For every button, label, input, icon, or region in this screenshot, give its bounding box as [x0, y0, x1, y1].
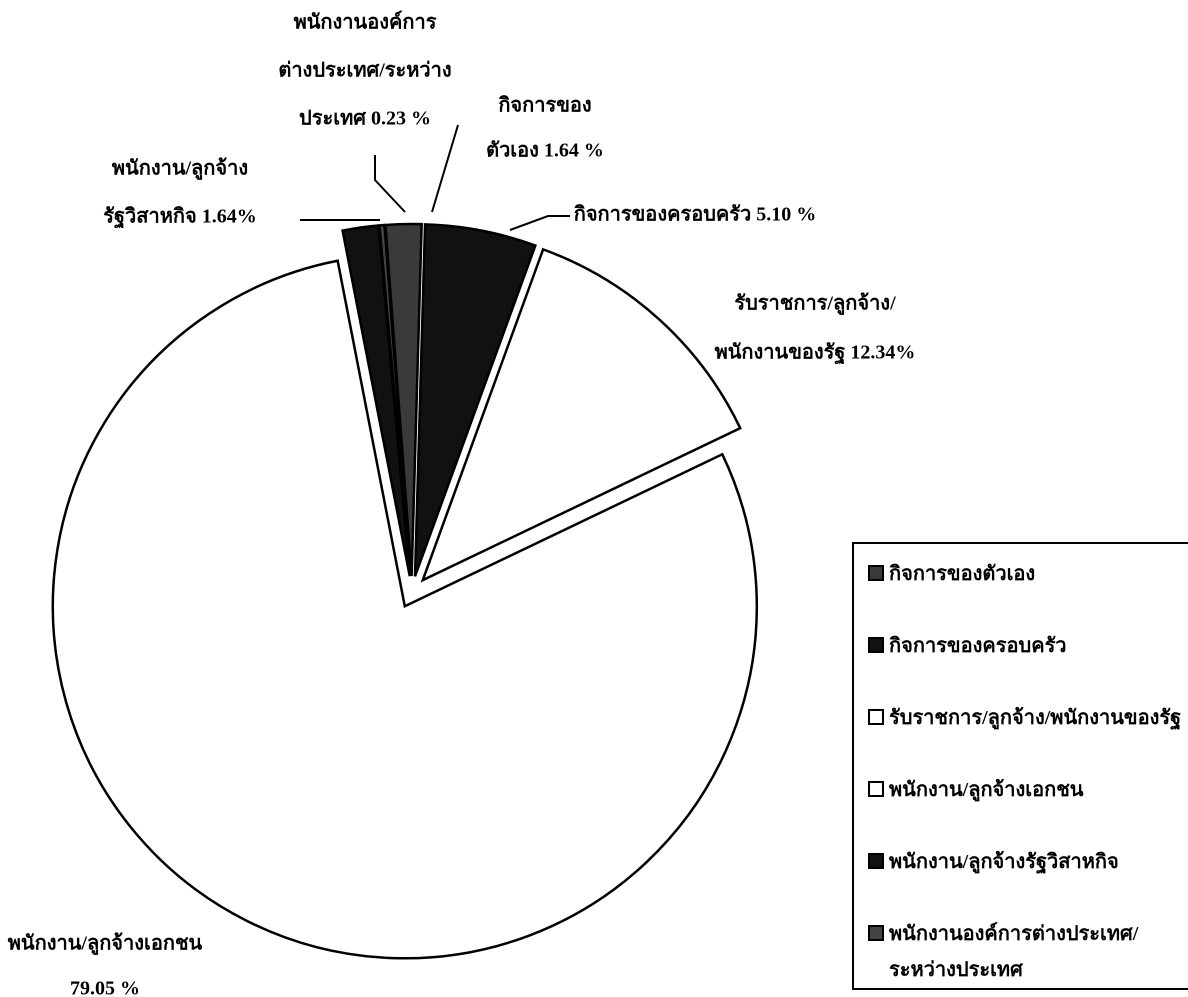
leader-line	[510, 216, 570, 230]
legend-swatch	[868, 853, 884, 869]
legend-label: กิจการของครอบครัว	[889, 628, 1067, 664]
leader-line	[375, 155, 405, 212]
data-label: พนักงานของรัฐ 12.34%	[715, 342, 916, 366]
legend-swatch	[868, 781, 884, 797]
legend-label: พนักงาน/ลูกจ้างเอกชน	[889, 772, 1083, 808]
legend-label: กิจการของตัวเอง	[889, 556, 1035, 592]
data-label: กิจการของ	[498, 95, 591, 117]
data-label: ตัวเอง 1.64 %	[486, 140, 604, 162]
legend-label: พนักงาน/ลูกจ้างรัฐวิสาหกิจ	[889, 844, 1119, 880]
page: กิจการของตัวเอง 1.64 % กิจการของครอบครัว …	[0, 0, 1188, 997]
legend-item: พนักงานองค์การต่างประเทศ/ ระหว่างประเทศ	[868, 916, 1138, 988]
data-label: กิจการของครอบครัว 5.10 %	[574, 204, 817, 226]
data-label: พนักงานองค์การ	[294, 11, 437, 34]
legend-item: กิจการของตัวเอง	[868, 556, 1035, 592]
legend-item: รับราชการ/ลูกจ้าง/พนักงานของรัฐ	[868, 700, 1181, 736]
legend-label: รับราชการ/ลูกจ้าง/พนักงานของรัฐ	[889, 700, 1181, 736]
legend-swatch	[868, 637, 884, 653]
data-label: ประเทศ 0.23 %	[299, 108, 431, 130]
data-label: รับราชการ/ลูกจ้าง/	[734, 292, 896, 317]
data-label: 79.05 %	[70, 978, 140, 997]
leader-line	[432, 125, 458, 212]
legend-swatch	[868, 565, 884, 581]
legend-item: พนักงาน/ลูกจ้างรัฐวิสาหกิจ	[868, 844, 1119, 880]
data-label: พนักงาน/ลูกจ้าง	[112, 157, 248, 182]
data-label: ต่างประเทศ/ระหว่าง	[278, 60, 451, 82]
data-label: พนักงาน/ลูกจ้างเอกชน	[8, 932, 203, 957]
legend-label: พนักงานองค์การต่างประเทศ/ ระหว่างประเทศ	[889, 916, 1138, 988]
data-label: รัฐวิสาหกิจ 1.64%	[103, 206, 256, 230]
legend-swatch	[868, 709, 884, 725]
legend-item: กิจการของครอบครัว	[868, 628, 1067, 664]
legend: กิจการของตัวเองกิจการของครอบครัวรับราชกา…	[852, 542, 1188, 990]
legend-item: พนักงาน/ลูกจ้างเอกชน	[868, 772, 1083, 808]
legend-swatch	[868, 925, 884, 941]
